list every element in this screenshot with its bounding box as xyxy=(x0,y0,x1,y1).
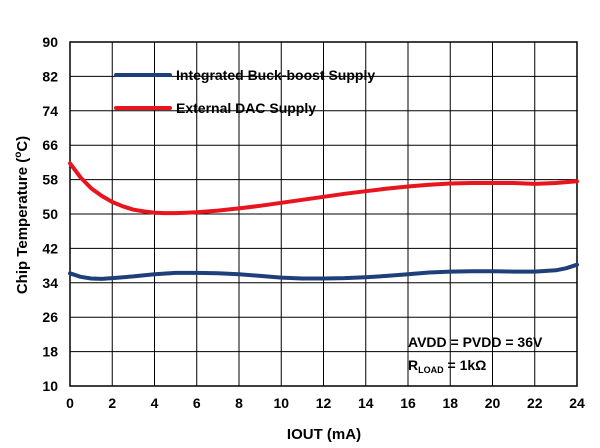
x-axis-title: IOUT (mA) xyxy=(287,426,361,443)
x-tick-label-12: 24 xyxy=(569,395,585,411)
x-tick-label-7: 14 xyxy=(358,395,374,411)
legend-label-integrated: Integrated Buck-boost Supply xyxy=(176,67,375,83)
y-axis-title-degree: o xyxy=(13,152,24,158)
y-tick-label-10: 90 xyxy=(42,34,58,50)
y-tick-label-5: 50 xyxy=(42,206,58,222)
y-tick-label-8: 74 xyxy=(42,103,58,119)
annotation-line-1: AVDD = PVDD = 36V xyxy=(408,334,543,350)
y-tick-label-3: 34 xyxy=(42,275,58,291)
y-tick-labels: 10 18 26 34 42 50 58 66 74 82 90 xyxy=(42,34,58,394)
y-axis-title-main: Chip Temperature ( xyxy=(14,158,31,294)
x-tick-label-11: 22 xyxy=(527,395,543,411)
y-axis-title: Chip Temperature (oC) xyxy=(13,136,31,294)
y-tick-label-2: 26 xyxy=(42,309,58,325)
annotation-sub: LOAD xyxy=(418,365,444,375)
y-tick-label-1: 18 xyxy=(42,344,58,360)
x-tick-label-8: 16 xyxy=(400,395,416,411)
x-tick-label-1: 2 xyxy=(108,395,116,411)
annotation: AVDD = PVDD = 36V RLOAD = 1kΩ xyxy=(408,334,543,375)
x-tick-label-3: 6 xyxy=(193,395,201,411)
x-tick-label-9: 18 xyxy=(442,395,458,411)
annotation-r: R xyxy=(408,357,418,373)
legend: Integrated Buck-boost Supply External DA… xyxy=(114,67,375,116)
x-tick-label-6: 12 xyxy=(316,395,332,411)
annotation-value: = 1kΩ xyxy=(444,357,487,373)
y-tick-label-0: 10 xyxy=(42,378,58,394)
x-tick-labels: 0 2 4 6 8 10 12 14 16 18 20 22 24 xyxy=(66,395,585,411)
legend-label-external: External DAC Supply xyxy=(176,100,316,116)
plot-frame xyxy=(69,41,578,387)
x-tick-label-2: 4 xyxy=(151,395,159,411)
x-tick-label-4: 8 xyxy=(235,395,243,411)
x-tick-label-0: 0 xyxy=(66,395,74,411)
annotation-line-2: RLOAD = 1kΩ xyxy=(408,357,486,375)
y-axis-title-end: C) xyxy=(14,136,31,152)
y-tick-label-6: 58 xyxy=(42,172,58,188)
x-tick-label-10: 20 xyxy=(485,395,501,411)
series-lines xyxy=(68,161,579,281)
y-tick-label-7: 66 xyxy=(42,137,58,153)
x-tick-label-5: 10 xyxy=(273,395,289,411)
y-tick-label-4: 42 xyxy=(42,240,58,256)
series-line-0 xyxy=(68,262,579,281)
y-tick-label-9: 82 xyxy=(42,68,58,84)
series-line-1 xyxy=(68,161,579,216)
